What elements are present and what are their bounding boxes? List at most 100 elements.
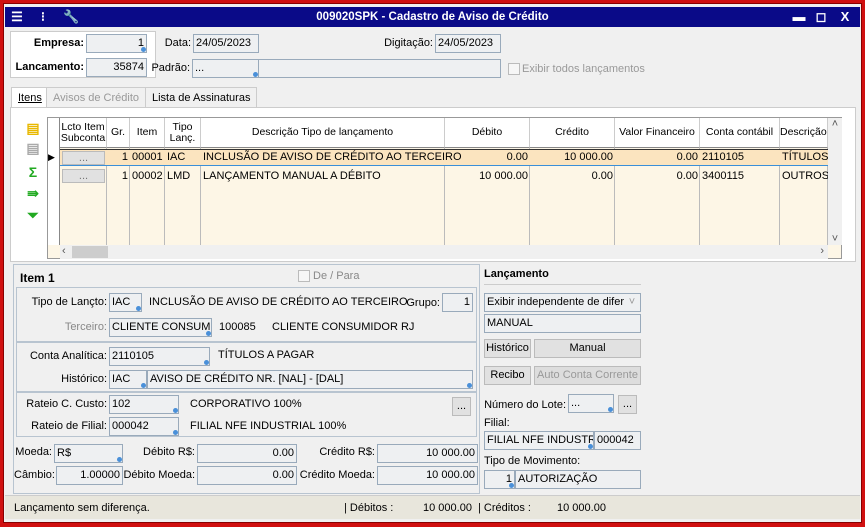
cell-item: 00002 <box>132 170 163 182</box>
divider <box>484 284 641 285</box>
col-valor-financeiro[interactable]: Valor Financeiro <box>615 118 700 148</box>
debito-moeda-input[interactable]: 0.00 <box>197 466 297 485</box>
rateio-button[interactable]: ... <box>452 397 471 416</box>
cambio-input[interactable]: 1.00000 <box>56 466 123 485</box>
window: ☰ ⁝ 🔧 009020SPK - Cadastro de Aviso de C… <box>3 3 862 523</box>
rateio-filial-input[interactable]: 000042 <box>109 417 179 436</box>
close-button[interactable]: X <box>840 9 850 24</box>
credito-moeda-input[interactable]: 10 000.00 <box>377 466 478 485</box>
lote-input[interactable]: ... <box>568 394 614 413</box>
terceiro-input[interactable]: CLIENTE CONSUMIDOR <box>109 318 212 337</box>
col-item[interactable]: Item <box>130 118 165 148</box>
row-subconta-button[interactable]: ... <box>62 169 105 183</box>
cell-item: 00001 <box>132 151 163 163</box>
scroll-up-icon[interactable]: ˄ <box>831 118 839 130</box>
tab-itens[interactable]: Itens <box>11 87 49 108</box>
historico-input[interactable]: AVISO DE CRÉDITO NR. [NAL] - [DAL] <box>147 370 473 389</box>
de-para-checkbox[interactable] <box>298 270 310 282</box>
current-row-arrow-icon: ▶ <box>48 152 55 162</box>
debito-moeda-label: Débito Moeda: <box>123 469 195 481</box>
recibo-button[interactable]: Recibo <box>484 366 531 385</box>
col-conta-contabil[interactable]: Conta contábil <box>700 118 780 148</box>
creditos-label: | Créditos : <box>478 502 531 514</box>
table-row[interactable] <box>60 149 828 166</box>
grupo-input[interactable]: 1 <box>442 293 473 312</box>
menu-icon[interactable]: ☰ <box>11 9 23 24</box>
chevron-down-icon[interactable]: ˅ <box>624 294 640 311</box>
row-subconta-button[interactable]: ... <box>62 151 105 165</box>
grupo-label: Grupo: <box>406 297 440 309</box>
tab-avisos-de-credito[interactable]: Avisos de Crédito <box>46 87 147 108</box>
manual-button[interactable]: Manual <box>534 339 641 358</box>
lote-label: Número do Lote: <box>484 399 566 411</box>
cell-gr: 1 <box>121 170 128 182</box>
col-descricao[interactable]: Descrição <box>780 118 828 148</box>
col-tipo-lanc[interactable]: Tipo Lanç. <box>165 118 201 148</box>
add-item-icon[interactable]: ▤ <box>26 120 40 136</box>
debito-rs-label: Débito R$: <box>143 446 195 458</box>
status-message: Lançamento sem diferença. <box>14 502 150 514</box>
tipo-movimento-input[interactable]: AUTORIZAÇÃO <box>515 470 641 489</box>
creditos-value: 10 000.00 <box>557 502 606 514</box>
credito-rs-input[interactable]: 10 000.00 <box>377 444 478 463</box>
col-lcto-item-subconta[interactable]: Lcto Item Subconta <box>60 118 107 148</box>
cell-desc: INCLUSÃO DE AVISO DE CRÉDITO AO TERCEIRO <box>203 151 462 163</box>
window-title: 009020SPK - Cadastro de Aviso de Crédito <box>316 11 549 23</box>
lancamento-label: Lancamento: <box>15 61 84 73</box>
padrao-input[interactable]: ... <box>192 59 259 78</box>
traffic-light-icon[interactable]: ⁝ <box>40 9 46 24</box>
export-icon[interactable]: ⇛ <box>27 185 39 201</box>
conta-section <box>16 342 477 392</box>
item-title: Item 1 <box>20 271 55 285</box>
historico-codigo-input[interactable]: IAC <box>109 370 147 389</box>
debitos-label: | Débitos : <box>344 502 394 514</box>
wrench-icon[interactable]: 🔧 <box>63 9 80 24</box>
exibir-select[interactable]: Exibir independente de diferença ˅ <box>484 293 641 312</box>
tipo-desc: INCLUSÃO DE AVISO DE CRÉDITO AO TERCEIRO <box>149 296 408 308</box>
vertical-scrollbar[interactable]: ˄ ˅ <box>828 118 842 245</box>
conta-label: Conta Analítica: <box>29 350 107 362</box>
col-credito[interactable]: Crédito <box>530 118 615 148</box>
data-input[interactable]: 24/05/2023 <box>193 34 259 53</box>
debito-rs-input[interactable]: 0.00 <box>197 444 297 463</box>
empresa-input[interactable]: 1 <box>86 34 147 53</box>
conta-input[interactable]: 2110105 <box>109 347 210 366</box>
maximize-button[interactable]: ◻ <box>815 9 827 24</box>
cambio-label: Câmbio: <box>14 469 55 481</box>
conta-desc: TÍTULOS A PAGAR <box>218 349 315 361</box>
scroll-left-icon[interactable]: ‹ <box>62 245 66 257</box>
rateio-cc-desc: CORPORATIVO 100% <box>190 398 302 410</box>
items-grid: ▶ Lcto Item Subconta Gr. Item Tipo Lanç.… <box>47 117 842 259</box>
col-debito[interactable]: Débito <box>445 118 530 148</box>
lancamento-input[interactable]: 35874 <box>86 58 147 77</box>
cell-descricao: OUTROS <box>782 170 828 182</box>
cell-debito: 0.00 <box>506 151 528 163</box>
moeda-input[interactable]: R$ <box>54 444 123 463</box>
digitacao-input[interactable]: 24/05/2023 <box>435 34 501 53</box>
scroll-thumb[interactable] <box>72 246 108 258</box>
de-para-label: De / Para <box>313 270 360 282</box>
cell-vf: 0.00 <box>676 170 698 182</box>
scroll-down-icon[interactable]: ˅ <box>831 233 839 245</box>
tipo-input[interactable]: IAC <box>109 293 142 312</box>
exibir-todos-checkbox[interactable] <box>508 63 520 75</box>
filial-nome-input[interactable]: FILIAL NFE INDUSTRIAL <box>484 431 594 450</box>
lancamento-title: Lançamento <box>484 268 549 280</box>
col-descricao-tipo[interactable]: Descrição Tipo de lançamento <box>201 118 445 148</box>
cell-conta: 3400115 <box>702 170 745 182</box>
sum-icon[interactable]: Σ <box>28 164 38 180</box>
historico-button[interactable]: Histórico <box>484 339 531 358</box>
rateio-cc-input[interactable]: 102 <box>109 395 179 414</box>
auto-conta-corrente-button[interactable]: Auto Conta Corrente <box>534 366 641 385</box>
filter-down-icon[interactable]: ⏷ <box>27 207 39 223</box>
lote-button[interactable]: ... <box>618 395 637 414</box>
remove-item-icon[interactable]: ▤ <box>26 140 40 156</box>
tipo-movimento-codigo-input[interactable]: 1 <box>484 470 515 489</box>
horizontal-scrollbar[interactable]: ‹ › <box>60 245 828 259</box>
padrao-desc <box>258 59 501 78</box>
scroll-right-icon[interactable]: › <box>820 245 824 257</box>
tab-lista-de-assinaturas[interactable]: Lista de Assinaturas <box>145 87 258 108</box>
minimize-button[interactable]: ▬ <box>792 9 806 24</box>
col-gr[interactable]: Gr. <box>107 118 130 148</box>
filial-codigo-input[interactable]: 000042 <box>594 431 641 450</box>
